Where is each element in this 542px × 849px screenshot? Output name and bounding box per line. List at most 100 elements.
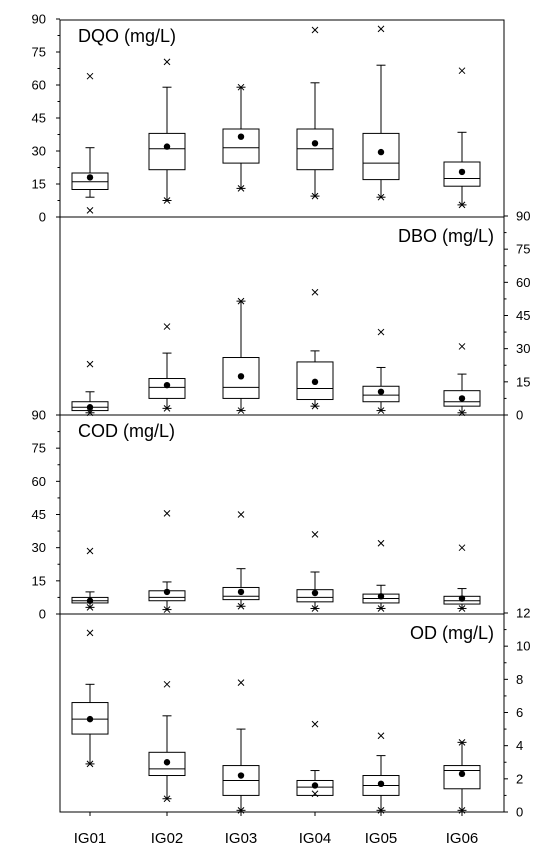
min-marker <box>86 760 94 768</box>
min-marker <box>458 605 466 612</box>
min-marker <box>237 602 245 610</box>
max-marker <box>86 72 94 80</box>
box-IG03 <box>222 297 260 414</box>
min-marker <box>163 606 171 613</box>
x-axis: IG01 IG02 IG03 IG04 IG05 IG06 <box>74 812 478 847</box>
y-tick-label: 60 <box>516 275 530 290</box>
min-marker <box>377 193 385 201</box>
y-tick-label: 45 <box>516 308 530 323</box>
box-IG04 <box>296 531 334 612</box>
y-tick-label: 60 <box>32 474 46 489</box>
mean-marker <box>237 588 245 596</box>
mean-marker <box>237 772 245 779</box>
panel-frame <box>59 613 505 813</box>
y-tick-label: 0 <box>39 607 46 622</box>
max-marker <box>163 680 171 688</box>
box-IG01 <box>71 629 109 768</box>
panel-title: OD (mg/L) <box>410 623 494 643</box>
y-axis-left: 0 15 30 45 60 75 90 <box>32 12 60 225</box>
y-tick-label: 30 <box>516 341 530 356</box>
mean-marker <box>377 148 385 156</box>
min-marker <box>377 407 385 414</box>
mean-marker <box>163 588 171 596</box>
mean-marker <box>163 759 171 766</box>
max-marker <box>458 343 466 350</box>
mean-marker <box>86 404 94 411</box>
box-IG04 <box>296 288 334 410</box>
box-IG06 <box>443 738 481 814</box>
min-marker <box>311 192 319 200</box>
mean-marker <box>458 168 466 176</box>
y-tick-label: 12 <box>516 606 530 621</box>
box-IG04 <box>296 26 334 200</box>
y-tick-label: 90 <box>516 209 530 224</box>
min-marker <box>458 201 466 209</box>
mean-marker <box>377 388 385 395</box>
min-marker <box>311 790 319 798</box>
box-IG05 <box>362 328 400 414</box>
box-IG02 <box>148 510 186 613</box>
box-IG02 <box>148 680 186 803</box>
mean-marker <box>237 373 245 380</box>
mean-marker <box>86 174 94 181</box>
y-tick-label: 30 <box>32 540 46 555</box>
iqr-box <box>71 172 109 190</box>
box-IG06 <box>443 67 481 209</box>
panel-frame <box>59 414 505 615</box>
min-marker <box>163 405 171 412</box>
max-marker <box>237 511 245 518</box>
y-tick-label: 75 <box>516 242 530 257</box>
box-IG02 <box>148 323 186 412</box>
mean-marker <box>163 381 171 389</box>
box-IG01 <box>71 360 109 417</box>
max-marker <box>311 720 319 728</box>
mean-marker <box>458 395 466 402</box>
y-tick-label: 75 <box>32 45 46 60</box>
min-marker <box>237 407 245 414</box>
mean-marker <box>377 593 385 600</box>
mean-marker <box>86 597 94 604</box>
max-marker <box>458 544 466 552</box>
min-marker <box>311 605 319 612</box>
box-IG05 <box>362 732 400 814</box>
max-marker <box>86 547 94 555</box>
max-marker <box>377 328 385 336</box>
mean-marker <box>311 782 319 789</box>
mean-marker <box>458 770 466 778</box>
max-marker <box>458 67 466 75</box>
y-tick-label: 10 <box>516 639 530 654</box>
max-marker <box>163 323 171 330</box>
panel-title: DBO (mg/L) <box>398 226 494 246</box>
y-tick-label: 4 <box>516 738 523 753</box>
mean-marker <box>377 780 385 788</box>
max-marker <box>458 738 466 746</box>
panel-4: 0 2 4 6 8 10 12 OD (mg/L) <box>59 606 530 820</box>
min-marker <box>377 806 385 814</box>
panel-title: COD (mg/L) <box>78 421 175 441</box>
panel-1: 0 15 30 45 60 75 90 DQO (mg/L) <box>32 12 505 225</box>
max-marker <box>377 732 385 740</box>
y-tick-label: 0 <box>516 805 523 820</box>
box-IG06 <box>443 343 481 417</box>
mean-marker <box>311 140 319 147</box>
iqr-box <box>443 765 481 790</box>
mean-marker <box>86 715 94 723</box>
mean-marker <box>311 378 319 386</box>
max-marker <box>237 83 245 91</box>
min-marker <box>163 197 171 204</box>
box-IG04 <box>296 720 334 798</box>
max-marker <box>86 629 94 637</box>
y-tick-label: 2 <box>516 771 523 786</box>
y-tick-label: 0 <box>516 408 523 423</box>
min-marker <box>377 605 385 612</box>
y-tick-label: 15 <box>516 374 530 389</box>
iqr-box <box>296 128 334 171</box>
x-tick-label: IG02 <box>151 830 184 847</box>
y-tick-label: 90 <box>32 12 46 27</box>
x-tick-label: IG04 <box>299 830 332 847</box>
min-marker <box>86 604 94 611</box>
panel-3: 0 15 30 45 60 75 90 COD (mg/L) <box>32 408 505 622</box>
y-tick-label: 60 <box>32 78 46 93</box>
min-marker <box>237 185 245 192</box>
